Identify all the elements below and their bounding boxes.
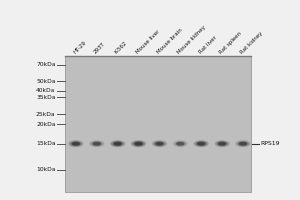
Ellipse shape: [198, 142, 205, 145]
Text: Mouse kidney: Mouse kidney: [177, 25, 207, 55]
Ellipse shape: [158, 143, 161, 145]
Ellipse shape: [71, 142, 80, 146]
Text: K-562: K-562: [114, 41, 128, 55]
Ellipse shape: [199, 143, 204, 145]
Ellipse shape: [218, 142, 226, 146]
Text: 10kDa: 10kDa: [36, 167, 56, 172]
Text: 35kDa: 35kDa: [36, 95, 56, 100]
Ellipse shape: [156, 142, 163, 145]
Ellipse shape: [174, 141, 186, 147]
Ellipse shape: [94, 143, 99, 145]
Ellipse shape: [176, 142, 184, 146]
Ellipse shape: [218, 142, 226, 146]
Ellipse shape: [70, 141, 82, 147]
Ellipse shape: [132, 141, 145, 147]
Ellipse shape: [194, 141, 208, 147]
Ellipse shape: [197, 142, 206, 146]
Ellipse shape: [113, 142, 122, 146]
Ellipse shape: [173, 141, 187, 147]
Ellipse shape: [175, 141, 186, 146]
Text: Rat liver: Rat liver: [198, 35, 218, 55]
Text: 40kDa: 40kDa: [36, 88, 56, 93]
Ellipse shape: [68, 140, 84, 147]
Ellipse shape: [172, 140, 188, 147]
Ellipse shape: [194, 140, 209, 147]
Ellipse shape: [195, 141, 207, 147]
Ellipse shape: [133, 141, 145, 147]
Text: 50kDa: 50kDa: [36, 79, 56, 84]
Ellipse shape: [220, 143, 224, 145]
Ellipse shape: [92, 142, 101, 146]
Ellipse shape: [135, 142, 142, 145]
Ellipse shape: [216, 141, 228, 147]
Bar: [64, 56, 250, 192]
Text: 70kDa: 70kDa: [36, 62, 56, 67]
Ellipse shape: [152, 140, 167, 147]
Ellipse shape: [155, 142, 164, 146]
Ellipse shape: [134, 142, 143, 146]
Text: 20kDa: 20kDa: [36, 122, 56, 127]
Ellipse shape: [92, 142, 101, 146]
Ellipse shape: [236, 141, 250, 147]
Ellipse shape: [112, 141, 123, 146]
Ellipse shape: [136, 143, 141, 145]
Ellipse shape: [155, 142, 164, 146]
Ellipse shape: [74, 143, 78, 145]
Ellipse shape: [89, 140, 105, 147]
Ellipse shape: [196, 141, 206, 146]
Ellipse shape: [93, 142, 100, 145]
Text: 293T: 293T: [93, 42, 106, 55]
Ellipse shape: [157, 143, 162, 145]
Text: Mouse brain: Mouse brain: [156, 28, 183, 55]
Ellipse shape: [112, 141, 124, 147]
Ellipse shape: [239, 142, 247, 146]
Ellipse shape: [178, 143, 183, 145]
Ellipse shape: [152, 141, 167, 147]
Ellipse shape: [137, 143, 140, 145]
Ellipse shape: [200, 143, 203, 145]
Ellipse shape: [115, 143, 120, 145]
Text: Rat spleen: Rat spleen: [219, 31, 243, 55]
Ellipse shape: [111, 141, 124, 147]
Ellipse shape: [176, 142, 185, 146]
Ellipse shape: [239, 142, 247, 145]
Ellipse shape: [197, 142, 206, 146]
Ellipse shape: [235, 140, 251, 147]
Ellipse shape: [73, 143, 79, 145]
Ellipse shape: [240, 143, 246, 145]
Ellipse shape: [238, 142, 247, 146]
Ellipse shape: [95, 143, 99, 145]
Ellipse shape: [217, 141, 227, 146]
Ellipse shape: [134, 142, 143, 146]
Ellipse shape: [237, 141, 249, 147]
Ellipse shape: [238, 141, 248, 146]
Text: HT-29: HT-29: [72, 40, 87, 55]
Text: RPS19: RPS19: [260, 141, 280, 146]
Ellipse shape: [214, 140, 230, 147]
Ellipse shape: [154, 141, 165, 146]
Ellipse shape: [220, 143, 225, 145]
Ellipse shape: [71, 141, 81, 146]
Text: 25kDa: 25kDa: [36, 112, 56, 117]
Ellipse shape: [110, 140, 125, 147]
Ellipse shape: [241, 143, 245, 145]
Ellipse shape: [215, 141, 229, 147]
Ellipse shape: [72, 142, 80, 145]
Ellipse shape: [114, 142, 121, 145]
Ellipse shape: [113, 142, 122, 146]
Ellipse shape: [72, 142, 80, 146]
Ellipse shape: [131, 140, 146, 147]
Ellipse shape: [116, 143, 119, 145]
Ellipse shape: [90, 141, 104, 147]
Ellipse shape: [69, 141, 83, 147]
Ellipse shape: [177, 142, 184, 145]
Ellipse shape: [133, 141, 144, 146]
Ellipse shape: [91, 141, 103, 147]
Ellipse shape: [153, 141, 166, 147]
Text: Mouse liver: Mouse liver: [135, 29, 161, 55]
Ellipse shape: [219, 142, 226, 145]
Ellipse shape: [92, 141, 102, 146]
Text: Rat kidney: Rat kidney: [239, 31, 264, 55]
Text: 15kDa: 15kDa: [36, 141, 56, 146]
